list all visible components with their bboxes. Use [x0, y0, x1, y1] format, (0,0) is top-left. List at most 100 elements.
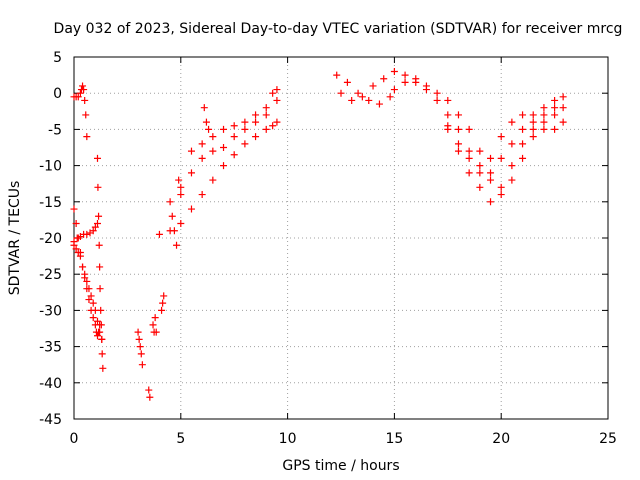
data-point — [95, 241, 103, 249]
data-point — [70, 238, 78, 246]
data-point — [476, 162, 484, 170]
data-point — [83, 277, 91, 285]
data-point — [551, 104, 559, 112]
data-point — [273, 86, 281, 94]
data-point — [508, 118, 516, 126]
series-track-a-early-fall — [70, 205, 104, 340]
data-point — [87, 292, 95, 300]
series-track-d-spike — [70, 82, 91, 141]
data-point — [487, 176, 495, 184]
data-point — [390, 67, 398, 75]
data-point — [487, 198, 495, 206]
y-tick-label: 5 — [53, 50, 62, 66]
data-point — [97, 306, 105, 314]
data-point — [529, 133, 537, 141]
y-tick-label: -45 — [39, 412, 62, 428]
data-point — [497, 183, 505, 191]
data-point — [497, 191, 505, 199]
data-point — [487, 169, 495, 177]
data-point — [98, 335, 106, 343]
x-tick-label: 15 — [385, 431, 403, 447]
data-point — [146, 393, 154, 401]
series-track-h-main-rise-mid — [177, 96, 281, 199]
data-point — [149, 321, 157, 329]
data-point — [343, 78, 351, 86]
data-point — [209, 133, 217, 141]
data-point — [390, 86, 398, 94]
x-tick-label: 20 — [492, 431, 510, 447]
y-tick-label: -5 — [48, 122, 62, 138]
data-point — [269, 122, 277, 130]
data-point — [83, 230, 91, 238]
data-point — [187, 205, 195, 213]
data-point — [134, 328, 142, 336]
data-point — [74, 248, 82, 256]
data-point — [454, 125, 462, 133]
data-point — [72, 245, 80, 253]
y-tick-label: -35 — [39, 340, 62, 356]
data-point — [187, 169, 195, 177]
data-point — [365, 96, 373, 104]
data-point — [465, 169, 473, 177]
data-point — [369, 82, 377, 90]
data-point — [529, 125, 537, 133]
data-point — [375, 100, 383, 108]
data-point — [454, 147, 462, 155]
data-point — [137, 350, 145, 358]
axis-ticks: 0 5 10 15 20 25 5 0 -5 -10 -15 -20 -25 -30 -35 -40 -45 — [39, 50, 617, 447]
data-point — [559, 104, 567, 112]
y-tick-label: -40 — [39, 376, 62, 392]
data-point — [76, 89, 84, 97]
series-track-l-late-lower — [337, 67, 567, 170]
data-point — [85, 296, 93, 304]
data-point — [166, 198, 174, 206]
data-point — [529, 111, 537, 119]
data-point — [551, 96, 559, 104]
data-point — [230, 133, 238, 141]
data-point — [358, 93, 366, 101]
data-point — [422, 86, 430, 94]
series-track-f-scatter-low — [134, 292, 168, 401]
x-tick-label: 25 — [599, 431, 617, 447]
series-track-e-vertical — [93, 154, 107, 372]
data-point — [155, 230, 163, 238]
data-point — [380, 75, 388, 83]
data-point — [444, 122, 452, 130]
data-point — [72, 220, 80, 228]
data-point — [433, 96, 441, 104]
data-point — [138, 361, 146, 369]
data-point — [241, 125, 249, 133]
data-point — [386, 93, 394, 101]
data-point — [529, 118, 537, 126]
data-point — [168, 212, 176, 220]
data-point — [262, 125, 270, 133]
y-tick-label: -10 — [39, 159, 62, 175]
data-point — [96, 285, 104, 293]
data-point — [220, 162, 228, 170]
y-tick-label: -30 — [39, 303, 62, 319]
data-point — [76, 252, 84, 260]
data-point — [81, 270, 89, 278]
data-point — [200, 104, 208, 112]
data-point — [82, 111, 90, 119]
data-point — [93, 154, 101, 162]
data-point — [158, 306, 166, 314]
data-point — [230, 151, 238, 159]
y-axis-label: SDTVAR / TECUs — [7, 181, 23, 296]
data-point — [152, 328, 160, 336]
data-point — [497, 133, 505, 141]
y-tick-label: -20 — [39, 231, 62, 247]
grid-lines — [74, 57, 608, 419]
data-point — [508, 140, 516, 148]
series-track-g-main-rise-lower — [155, 118, 281, 238]
data-point — [220, 144, 228, 151]
data-point — [98, 350, 106, 358]
data-point — [333, 71, 341, 79]
data-point — [89, 227, 97, 235]
data-point — [540, 111, 548, 119]
data-point — [540, 118, 548, 126]
y-tick-label: -25 — [39, 267, 62, 283]
series-track-n-late-dip — [444, 104, 559, 206]
data-point — [202, 118, 210, 126]
x-tick-label: 5 — [176, 431, 185, 447]
